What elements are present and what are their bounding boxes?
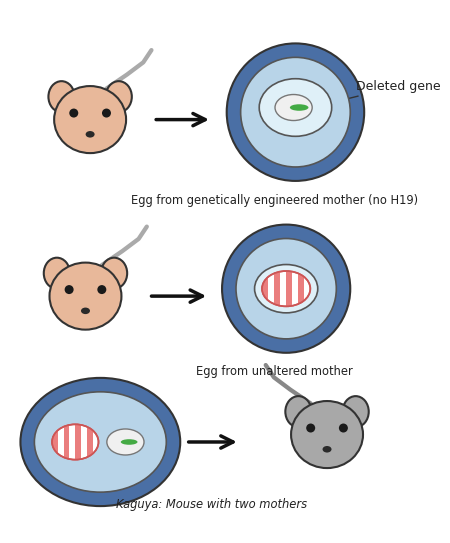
Ellipse shape [259,79,332,136]
Ellipse shape [227,43,364,181]
Polygon shape [346,262,353,315]
Polygon shape [238,415,243,469]
Polygon shape [359,262,365,315]
Polygon shape [238,262,244,315]
Ellipse shape [323,446,332,452]
Polygon shape [274,262,280,315]
Polygon shape [133,415,139,469]
Ellipse shape [255,264,318,313]
Polygon shape [52,415,58,469]
Polygon shape [431,262,437,315]
Polygon shape [262,262,268,315]
Ellipse shape [290,104,308,111]
Text: Egg from genetically engineered mother (no H19): Egg from genetically engineered mother (… [130,194,418,207]
Polygon shape [145,415,151,469]
Text: Deleted gene: Deleted gene [311,80,441,108]
Ellipse shape [86,131,94,137]
Ellipse shape [44,258,70,289]
Text: Egg from unaltered mother: Egg from unaltered mother [196,365,352,378]
Polygon shape [226,415,232,469]
Ellipse shape [339,424,348,433]
Ellipse shape [34,392,166,492]
Polygon shape [273,415,279,469]
Polygon shape [419,262,425,315]
Polygon shape [122,415,127,469]
Polygon shape [191,415,197,469]
Polygon shape [168,415,174,469]
Ellipse shape [49,81,75,112]
Polygon shape [215,415,220,469]
Ellipse shape [52,424,99,459]
Polygon shape [180,415,185,469]
Polygon shape [261,415,267,469]
Ellipse shape [236,238,336,339]
Ellipse shape [97,285,106,294]
Ellipse shape [102,109,111,117]
Polygon shape [371,262,377,315]
Polygon shape [157,415,162,469]
Ellipse shape [65,285,74,294]
Polygon shape [40,415,46,469]
Ellipse shape [241,58,350,167]
Polygon shape [250,262,256,315]
Ellipse shape [81,307,90,314]
Ellipse shape [106,81,132,112]
Ellipse shape [262,271,310,306]
Polygon shape [334,262,341,315]
Polygon shape [29,415,35,469]
Polygon shape [203,415,209,469]
Polygon shape [443,262,449,315]
Polygon shape [99,415,104,469]
Polygon shape [75,415,81,469]
Polygon shape [286,262,292,315]
Ellipse shape [262,271,310,306]
Ellipse shape [291,401,363,468]
Polygon shape [110,415,116,469]
Ellipse shape [50,263,122,330]
Ellipse shape [306,424,315,433]
Ellipse shape [20,378,180,506]
Polygon shape [87,415,93,469]
Polygon shape [284,415,290,469]
Polygon shape [298,262,304,315]
Ellipse shape [222,225,350,353]
Polygon shape [322,262,328,315]
Ellipse shape [69,109,78,117]
Polygon shape [63,415,69,469]
Polygon shape [310,262,316,315]
Text: Kaguya: Mouse with two mothers: Kaguya: Mouse with two mothers [116,498,307,511]
Polygon shape [296,415,302,469]
Polygon shape [407,262,413,315]
Ellipse shape [52,424,99,459]
Ellipse shape [101,258,127,289]
Ellipse shape [121,439,138,445]
Polygon shape [249,415,255,469]
Ellipse shape [107,429,144,455]
Ellipse shape [54,86,126,153]
Ellipse shape [342,396,369,427]
Ellipse shape [275,94,312,121]
Polygon shape [395,262,401,315]
Polygon shape [383,262,389,315]
Ellipse shape [285,396,311,427]
